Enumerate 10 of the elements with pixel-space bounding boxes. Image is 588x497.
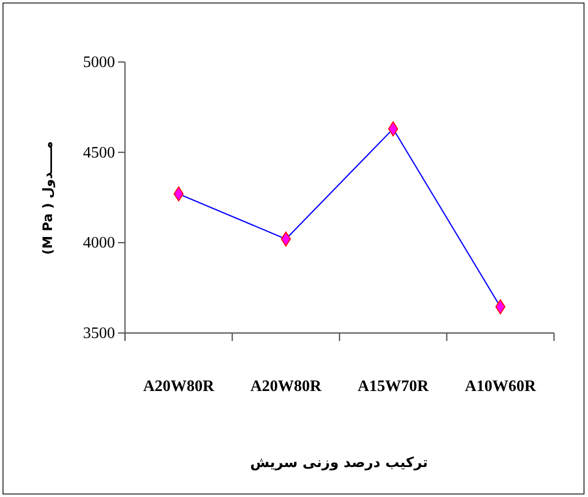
y-tick-label: 4500	[83, 144, 115, 162]
x-tick-label: A15W70R	[358, 378, 430, 395]
x-axis-title: ترکیب درصد وزنی سریش	[250, 455, 428, 471]
y-tick-label: 4000	[83, 234, 115, 252]
y-tick-label: 5000	[83, 54, 115, 71]
y-axis-title: (M Pa ) مـــــدول	[41, 141, 56, 255]
x-tick-label: A10W60R	[464, 378, 536, 395]
x-tick-label: A20W80R	[250, 378, 322, 395]
y-tick-label: 3500	[83, 325, 115, 342]
x-tick-label: A20W80R	[143, 378, 215, 395]
